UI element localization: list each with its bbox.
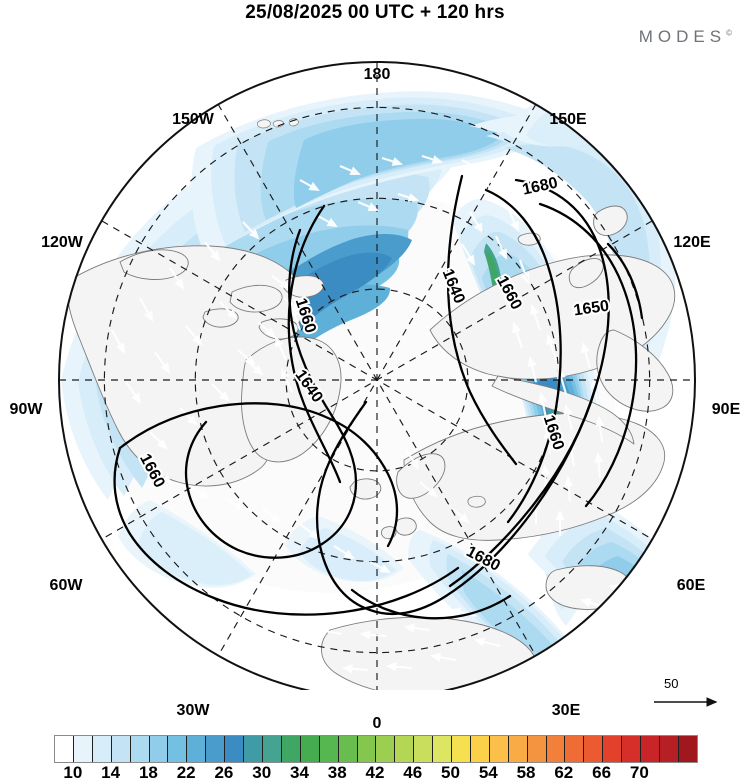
colorbar-tick-label: 66 xyxy=(592,763,612,782)
colorbar-cell xyxy=(489,736,509,762)
lon-label-60e: 60E xyxy=(676,577,706,594)
colorbar-tick-label: 46 xyxy=(403,763,423,782)
colorbar-cell xyxy=(244,736,263,762)
polar-map: 1680 1660 1650 1640 1660 1640 1660 1660 … xyxy=(0,30,750,732)
colorbar-cell xyxy=(508,736,528,762)
colorbar-cell xyxy=(678,736,697,762)
colorbar-tick-label: 18 xyxy=(138,763,158,782)
map-outline xyxy=(58,61,696,690)
colorbar-cell xyxy=(414,736,434,762)
colorbar-cell xyxy=(565,736,585,762)
lon-label-120w: 120W xyxy=(41,234,83,251)
lon-label-150e: 150E xyxy=(549,111,587,128)
colorbar-cell xyxy=(281,736,301,762)
colorbar-cell xyxy=(603,736,623,762)
colorbar-cell xyxy=(357,736,377,762)
colorbar-labels: 10 14 18 22 26 30 34 38 42 46 50 54 58 62 66 70 xyxy=(0,763,750,783)
vector-scale-arrow xyxy=(654,697,718,707)
colorbar-cell xyxy=(584,736,604,762)
colorbar-tick-label: 38 xyxy=(327,763,347,782)
colorbar-cell xyxy=(168,736,188,762)
colorbar-cell xyxy=(55,736,74,762)
colorbar-tick-label: 70 xyxy=(629,763,649,782)
lon-label-30w: 30W xyxy=(176,702,210,719)
colorbar-cell xyxy=(452,736,471,762)
lon-label-60w: 60W xyxy=(49,577,83,594)
colorbar-cell xyxy=(395,736,415,762)
colorbar-cell xyxy=(262,736,282,762)
colorbar-cell xyxy=(149,736,169,762)
colorbar-cell xyxy=(319,736,339,762)
colorbar-cell xyxy=(376,736,396,762)
colorbar-tick-label: 54 xyxy=(478,763,498,782)
page-title: 25/08/2025 00 UTC + 120 hrs xyxy=(245,2,505,23)
colorbar-cell xyxy=(206,736,226,762)
colorbar-cell xyxy=(546,736,566,762)
colorbar-cell xyxy=(622,736,642,762)
colorbar-cells xyxy=(54,735,698,763)
colorbar-cell xyxy=(470,736,490,762)
coastlines xyxy=(67,118,676,690)
map-canvas: 1680 1660 1650 1640 1660 1640 1660 1660 … xyxy=(58,61,696,690)
colorbar-cell xyxy=(300,736,320,762)
lon-label-150w: 150W xyxy=(172,111,214,128)
colorbar-cell xyxy=(73,736,93,762)
colorbar-cell xyxy=(225,736,245,762)
colorbar-cell xyxy=(660,736,679,762)
colorbar-tick-label: 62 xyxy=(554,763,574,782)
colorbar-tick-label: 26 xyxy=(214,763,234,782)
map-content: 1680 1660 1650 1640 1660 1640 1660 1660 … xyxy=(59,62,695,690)
colorbar-cell xyxy=(338,736,358,762)
colorbar-tick-label: 22 xyxy=(176,763,196,782)
colorbar-cell xyxy=(433,736,453,762)
vector-scale-label: 50 xyxy=(664,676,679,691)
modes-logo-text: MODES xyxy=(638,27,727,46)
lon-label-90e: 90E xyxy=(711,401,741,418)
colorbar-tick-label: 42 xyxy=(365,763,385,782)
colorbar: 10 14 18 22 26 30 34 38 42 46 50 54 58 62 66 70 xyxy=(0,730,750,782)
lon-label-90w: 90W xyxy=(9,401,43,418)
colorbar-tick-label: 34 xyxy=(290,763,309,782)
lon-label-30e: 30E xyxy=(551,702,581,719)
lon-label-180: 180 xyxy=(363,66,391,83)
colorbar-tick-label: 10 xyxy=(63,763,83,782)
colorbar-tick-label: 30 xyxy=(252,763,272,782)
colorbar-cell xyxy=(187,736,207,762)
copyright-icon: © xyxy=(726,28,732,38)
modes-logo: MODES© xyxy=(639,27,732,47)
colorbar-cell xyxy=(527,736,547,762)
colorbar-tick-label: 14 xyxy=(101,763,121,782)
colorbar-cell xyxy=(641,736,660,762)
height-contours xyxy=(113,174,644,620)
colorbar-tick-label: 58 xyxy=(516,763,536,782)
colorbar-cell xyxy=(130,736,150,762)
lon-label-0: 0 xyxy=(372,715,382,732)
colorbar-tick-label: 50 xyxy=(441,763,460,782)
lon-label-120e: 120E xyxy=(673,234,711,251)
vector-scale-key: 50 xyxy=(652,676,742,716)
colorbar-cell xyxy=(111,736,131,762)
colorbar-cell xyxy=(92,736,112,762)
